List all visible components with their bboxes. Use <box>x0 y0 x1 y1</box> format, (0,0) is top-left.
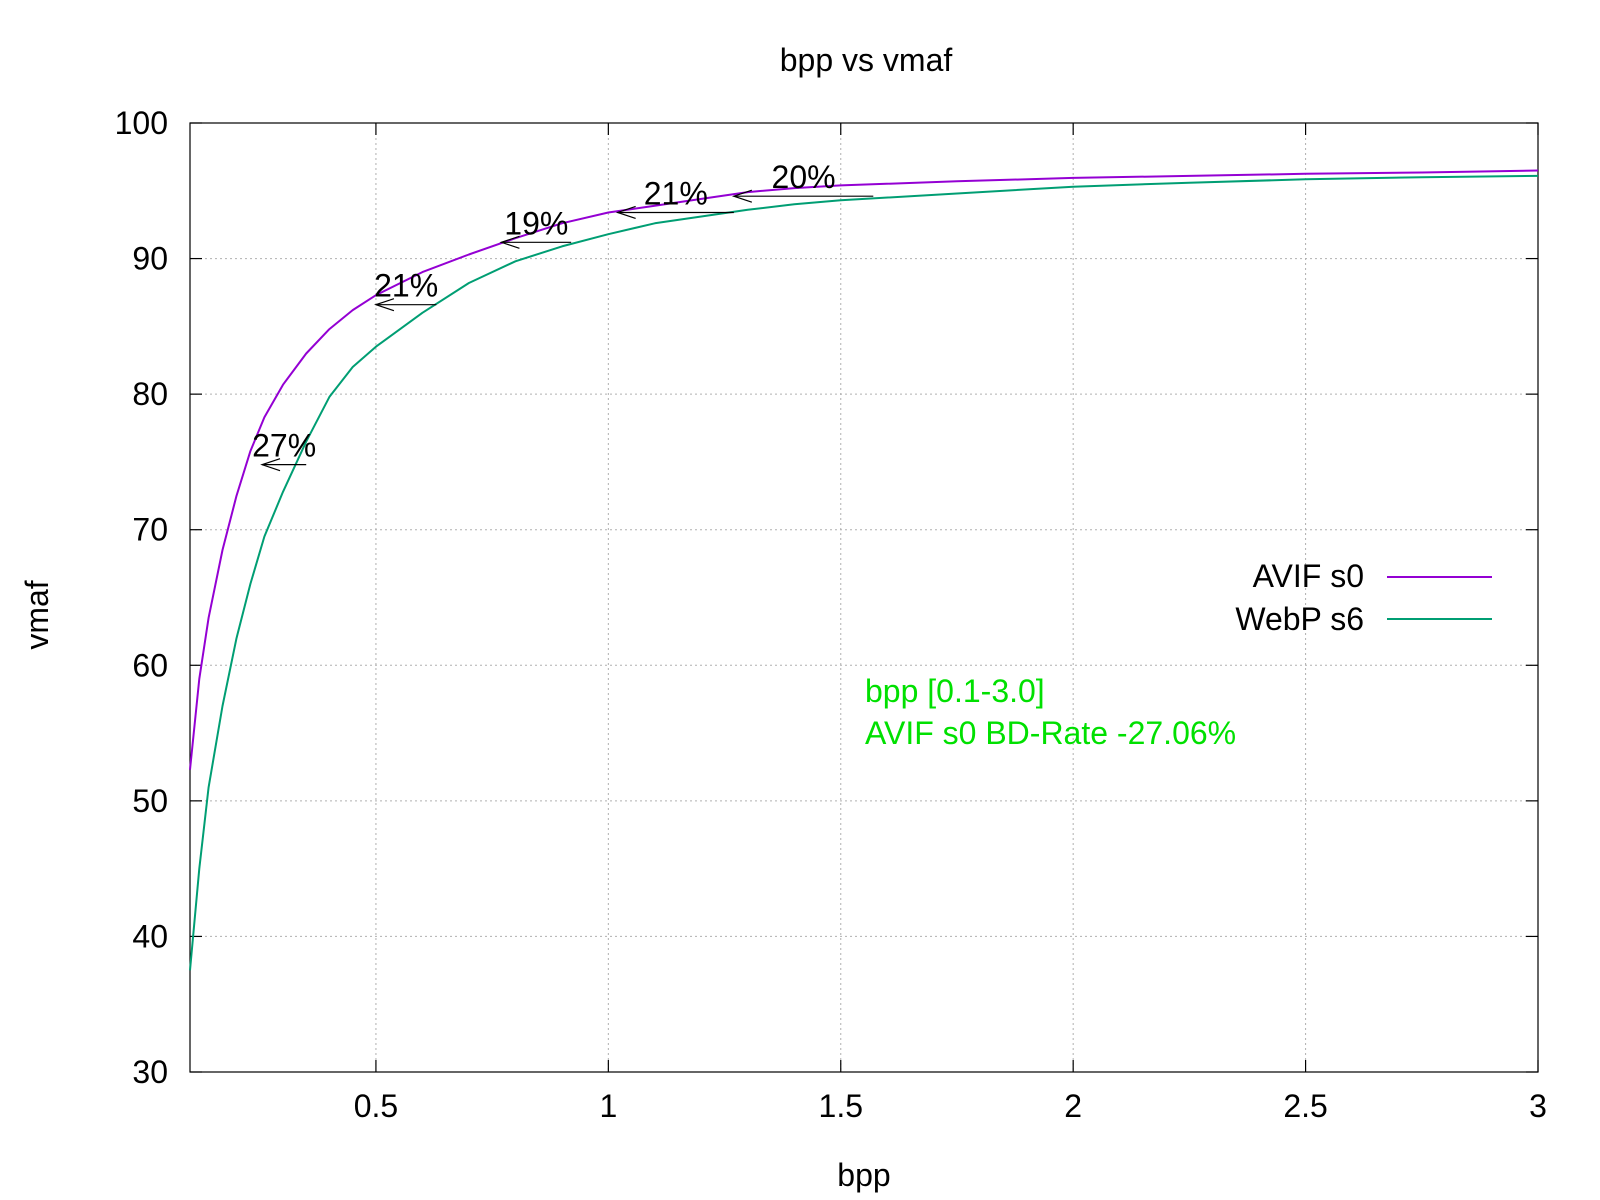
series-lines <box>189 169 1539 971</box>
x-tick-label: 3 <box>1529 1088 1547 1124</box>
bd-rate-arrowhead <box>374 298 395 312</box>
bd-rate-arrowhead <box>499 235 520 249</box>
legend-label-webp: WebP s6 <box>1235 601 1364 637</box>
y-tick-label: 40 <box>132 918 168 954</box>
annotation-bd-rate: AVIF s0 BD-Rate -27.06% <box>865 715 1236 751</box>
bd-rate-arrows: 27% 21% 19% 21% 20% <box>252 159 874 472</box>
bd-rate-arrowhead <box>731 189 753 203</box>
bd-rate-arrowhead <box>260 458 281 472</box>
grid <box>190 123 1538 1072</box>
y-tick-label: 50 <box>132 783 168 819</box>
series-line-avif <box>189 169 1539 770</box>
series-line-webp <box>189 174 1539 971</box>
y-tick-label: 60 <box>132 647 168 683</box>
legend: AVIF s0 WebP s6 <box>1235 558 1492 637</box>
bd-rate-annotation: bpp [0.1-3.0] AVIF s0 BD-Rate -27.06% <box>865 673 1236 751</box>
bd-rate-label: 21% <box>374 268 438 304</box>
bd-rate-label: 21% <box>644 175 708 211</box>
y-tick-label: 80 <box>132 376 168 412</box>
x-tick-label: 1.5 <box>819 1088 863 1124</box>
bd-rate-label: 27% <box>252 428 316 464</box>
bd-rate-label: 20% <box>772 159 836 195</box>
y-tick-label: 70 <box>132 512 168 548</box>
chart-title: bpp vs vmaf <box>780 42 953 78</box>
annotation-range: bpp [0.1-3.0] <box>865 673 1045 709</box>
bd-rate-label: 19% <box>504 205 568 241</box>
y-tick-label: 90 <box>132 241 168 277</box>
y-tick-label: 30 <box>132 1054 168 1090</box>
y-axis-label: vmaf <box>19 580 55 649</box>
x-axis-label: bpp <box>837 1157 890 1193</box>
x-tick-label: 0.5 <box>354 1088 398 1124</box>
x-tick-label: 2.5 <box>1283 1088 1327 1124</box>
legend-label-avif: AVIF s0 <box>1253 558 1364 594</box>
bd-rate-arrowhead <box>615 205 636 220</box>
plot-frame <box>189 122 1539 1073</box>
axis-ticks: 30 40 50 60 70 80 90 100 0.5 1 1.5 2 2.5 3 <box>115 105 1547 1124</box>
x-tick-label: 1 <box>599 1088 617 1124</box>
x-tick-label: 2 <box>1064 1088 1082 1124</box>
y-tick-label: 100 <box>115 105 168 141</box>
